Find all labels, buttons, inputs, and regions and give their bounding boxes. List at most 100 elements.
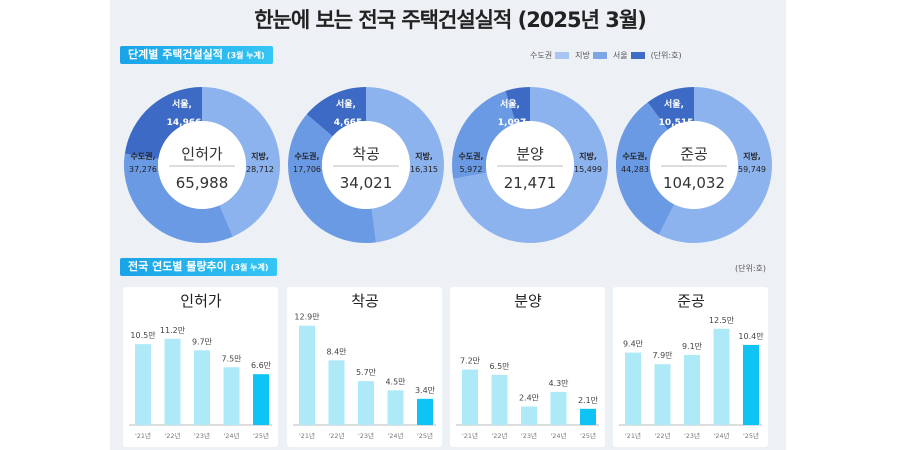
legend-swatch — [555, 52, 570, 59]
x-tick-label: '21년 — [299, 431, 315, 440]
bar — [328, 360, 345, 425]
x-tick-label: '23년 — [521, 431, 537, 440]
bar-value-label: 8.4만 — [326, 347, 347, 356]
x-tick-label: '23년 — [684, 431, 700, 440]
bar-value-label: 12.9만 — [294, 313, 320, 322]
value-seoul: 1,097 — [498, 118, 526, 128]
label-local: 지방, — [743, 151, 761, 161]
bar-value-label: 5.7만 — [356, 368, 377, 377]
pie-slice-local — [453, 87, 608, 243]
value-capital: 5,972 — [460, 165, 483, 174]
label-seoul: 서울, — [664, 98, 684, 110]
bar-value-label: 9.4만 — [623, 340, 644, 349]
label-capital: 수도권, — [622, 151, 647, 161]
pie-total: 34,021 — [340, 174, 393, 192]
bar-chart-title: 분양 — [514, 292, 542, 310]
bar-value-label: 7.5만 — [221, 354, 242, 363]
pie-title: 인허가 — [181, 145, 223, 163]
label-seoul: 서울, — [336, 98, 356, 110]
bar-value-label: 6.5만 — [489, 362, 510, 371]
pie-slice-seoul — [647, 87, 694, 130]
legend-seoul: 서울 — [613, 50, 645, 61]
section-label: 전국 연도별 물량추이 — [128, 260, 227, 273]
label-capital: 수도권, — [130, 151, 155, 161]
pie-slice-local — [366, 87, 445, 243]
value-capital: 17,706 — [293, 165, 321, 174]
bar — [654, 364, 671, 425]
section-header-stages: 단계별 주택건설실적 (3월 누계) — [120, 46, 273, 64]
x-tick-label: '24년 — [713, 431, 729, 440]
x-tick-label: '25년 — [417, 431, 433, 440]
label-seoul: 서울, — [500, 98, 520, 110]
x-tick-label: '23년 — [358, 431, 374, 440]
bar-value-label: 3.4만 — [415, 386, 436, 395]
x-tick-label: '22년 — [328, 431, 344, 440]
legend: 수도권 지방 서울 (단위:호) — [530, 50, 682, 61]
bar — [164, 338, 181, 425]
value-seoul: 4,665 — [334, 118, 362, 128]
bar-value-label: 9.1만 — [682, 342, 703, 351]
bar-value-label: 4.5만 — [385, 377, 406, 386]
x-tick-label: '21년 — [462, 431, 478, 440]
legend-label: 수도권 — [530, 51, 553, 60]
bar — [462, 369, 478, 425]
x-tick-label: '23년 — [194, 431, 210, 440]
label-local: 지방, — [251, 151, 269, 161]
bar-value-label: 2.4만 — [519, 394, 540, 403]
pie-total: 104,032 — [663, 174, 725, 192]
label-local: 지방, — [415, 151, 433, 161]
bar — [223, 367, 240, 425]
value-capital: 37,276 — [129, 165, 157, 174]
bar-value-label: 11.2만 — [160, 326, 186, 335]
label-seoul: 서울, — [172, 98, 192, 110]
unit-label: (단위:호) — [735, 264, 767, 273]
bar-value-label: 6.6만 — [251, 361, 272, 370]
bar — [253, 374, 269, 425]
legend-local: 지방 — [575, 50, 607, 61]
x-tick-label: '22년 — [491, 431, 507, 440]
value-local: 28,712 — [246, 165, 274, 174]
value-local: 16,315 — [410, 165, 438, 174]
x-tick-label: '25년 — [253, 431, 269, 440]
bar — [521, 406, 537, 425]
bar — [684, 354, 700, 425]
x-tick-label: '25년 — [580, 431, 596, 440]
x-tick-label: '24년 — [550, 431, 566, 440]
section-sub: (3월 누계) — [230, 263, 269, 272]
label-capital: 수도권, — [294, 151, 319, 161]
legend-label: 서울 — [612, 51, 628, 60]
value-local: 59,749 — [738, 165, 766, 174]
x-tick-label: '25년 — [743, 431, 759, 440]
page-title: 한눈에 보는 전국 주택건설실적 (2025년 3월) — [254, 8, 647, 32]
section-label: 단계별 주택건설실적 — [128, 48, 223, 61]
pie-total: 65,988 — [176, 174, 229, 192]
pie-hole — [486, 121, 574, 209]
section-header-trend: 전국 연도별 물량추이 (3월 누계) — [120, 258, 277, 276]
bar-value-label: 12.5만 — [709, 316, 735, 325]
bar — [194, 350, 210, 425]
legend-label: 지방 — [575, 51, 590, 60]
value-local: 15,499 — [574, 165, 602, 174]
pie-slice-capital — [124, 153, 233, 243]
x-tick-label: '22년 — [654, 431, 670, 440]
bar — [625, 352, 641, 425]
bar-value-label: 4.3만 — [548, 379, 569, 388]
label-capital: 수도권, — [458, 151, 483, 161]
pie-slice-capital — [616, 102, 675, 235]
pie-slice-capital — [452, 90, 517, 179]
pie-title: 준공 — [680, 145, 708, 163]
bar — [713, 328, 730, 425]
bar-value-label: 9.7만 — [192, 337, 213, 346]
pie-slice-capital — [288, 114, 376, 243]
pie-hole — [158, 121, 246, 209]
x-tick-label: '21년 — [625, 431, 641, 440]
pie-slice-seoul — [505, 87, 530, 124]
pie-slice-local — [202, 87, 280, 237]
pie-total: 21,471 — [504, 174, 557, 192]
section-sub: (3월 누계) — [226, 51, 265, 60]
legend-swatch — [592, 52, 607, 59]
value-capital: 44,283 — [621, 165, 649, 174]
bar — [299, 325, 315, 425]
bar — [743, 344, 759, 425]
x-tick-label: '21년 — [135, 431, 151, 440]
